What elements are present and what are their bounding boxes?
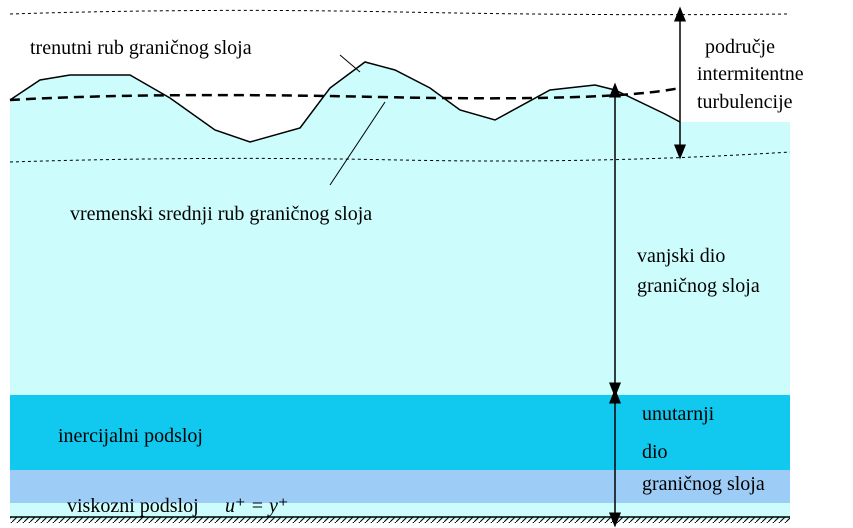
lower-envelope xyxy=(9,151,791,163)
label: vanjski dio xyxy=(637,245,725,267)
label: turbulencije xyxy=(697,91,793,113)
label: viskozni podsloj xyxy=(67,495,199,517)
label: graničnog sloja xyxy=(642,473,765,495)
leader xyxy=(329,101,386,186)
label: dio xyxy=(642,441,668,463)
label: trenutni rub graničnog sloja xyxy=(30,37,252,59)
label: intermitentne xyxy=(697,63,804,85)
label: graničnog sloja xyxy=(637,275,760,297)
wall xyxy=(10,517,790,523)
label: u⁺ = y⁺ xyxy=(225,495,289,517)
mean-edge xyxy=(9,86,681,102)
viscous-band xyxy=(10,470,790,503)
inertial-band xyxy=(10,395,790,470)
label: unutarnji xyxy=(642,403,715,425)
label: područje xyxy=(705,36,775,58)
leader xyxy=(339,54,361,73)
label-box xyxy=(690,20,853,120)
label: inercijalni podsloj xyxy=(58,425,203,447)
label: vremenski srednji rub graničnog sloja xyxy=(70,203,372,225)
upper-envelope xyxy=(9,9,791,16)
instantaneous-edge xyxy=(9,61,681,143)
